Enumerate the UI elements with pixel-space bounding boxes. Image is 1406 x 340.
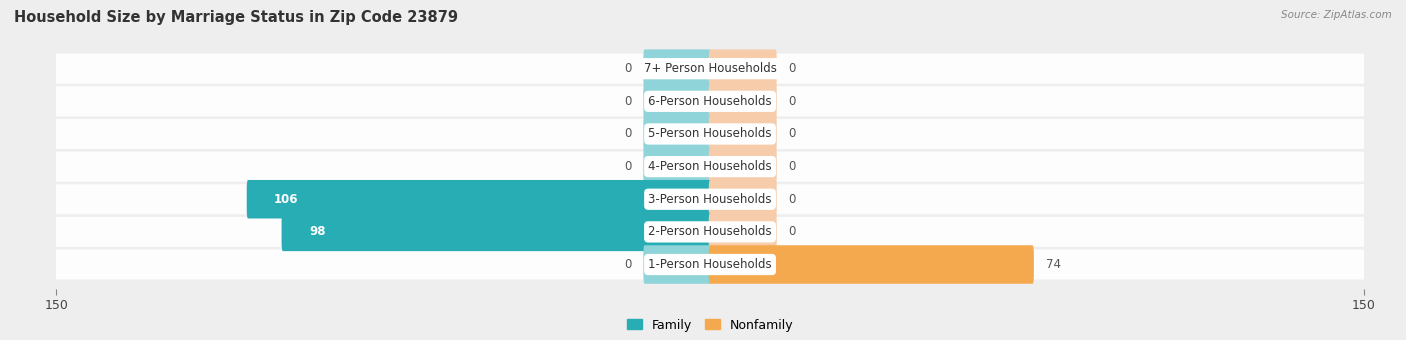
FancyBboxPatch shape (644, 49, 711, 88)
Text: 106: 106 (274, 193, 298, 206)
FancyBboxPatch shape (709, 245, 1033, 284)
Text: 3-Person Households: 3-Person Households (648, 193, 772, 206)
FancyBboxPatch shape (709, 82, 776, 121)
Text: 6-Person Households: 6-Person Households (648, 95, 772, 108)
FancyBboxPatch shape (52, 152, 1368, 182)
Text: 1-Person Households: 1-Person Households (648, 258, 772, 271)
FancyBboxPatch shape (52, 184, 1368, 214)
Text: 0: 0 (789, 160, 796, 173)
Text: 0: 0 (624, 95, 631, 108)
FancyBboxPatch shape (709, 212, 776, 251)
Text: 0: 0 (789, 62, 796, 75)
Text: 0: 0 (624, 160, 631, 173)
FancyBboxPatch shape (52, 217, 1368, 247)
Text: 74: 74 (1046, 258, 1060, 271)
Text: 7+ Person Households: 7+ Person Households (644, 62, 776, 75)
Text: 0: 0 (624, 258, 631, 271)
FancyBboxPatch shape (246, 180, 711, 219)
FancyBboxPatch shape (52, 86, 1368, 116)
FancyBboxPatch shape (644, 245, 711, 284)
FancyBboxPatch shape (644, 147, 711, 186)
Text: Source: ZipAtlas.com: Source: ZipAtlas.com (1281, 10, 1392, 20)
FancyBboxPatch shape (709, 49, 776, 88)
Text: 0: 0 (789, 128, 796, 140)
Text: 0: 0 (624, 128, 631, 140)
Text: 98: 98 (309, 225, 326, 238)
FancyBboxPatch shape (709, 115, 776, 153)
FancyBboxPatch shape (709, 180, 776, 219)
FancyBboxPatch shape (709, 147, 776, 186)
Text: 5-Person Households: 5-Person Households (648, 128, 772, 140)
FancyBboxPatch shape (644, 82, 711, 121)
Text: 0: 0 (789, 95, 796, 108)
Text: Household Size by Marriage Status in Zip Code 23879: Household Size by Marriage Status in Zip… (14, 10, 458, 25)
Text: 0: 0 (789, 225, 796, 238)
Text: 0: 0 (624, 62, 631, 75)
FancyBboxPatch shape (52, 54, 1368, 84)
FancyBboxPatch shape (52, 250, 1368, 279)
FancyBboxPatch shape (644, 115, 711, 153)
Legend: Family, Nonfamily: Family, Nonfamily (621, 313, 799, 337)
Text: 2-Person Households: 2-Person Households (648, 225, 772, 238)
Text: 0: 0 (789, 193, 796, 206)
FancyBboxPatch shape (281, 212, 711, 251)
Text: 4-Person Households: 4-Person Households (648, 160, 772, 173)
FancyBboxPatch shape (52, 119, 1368, 149)
